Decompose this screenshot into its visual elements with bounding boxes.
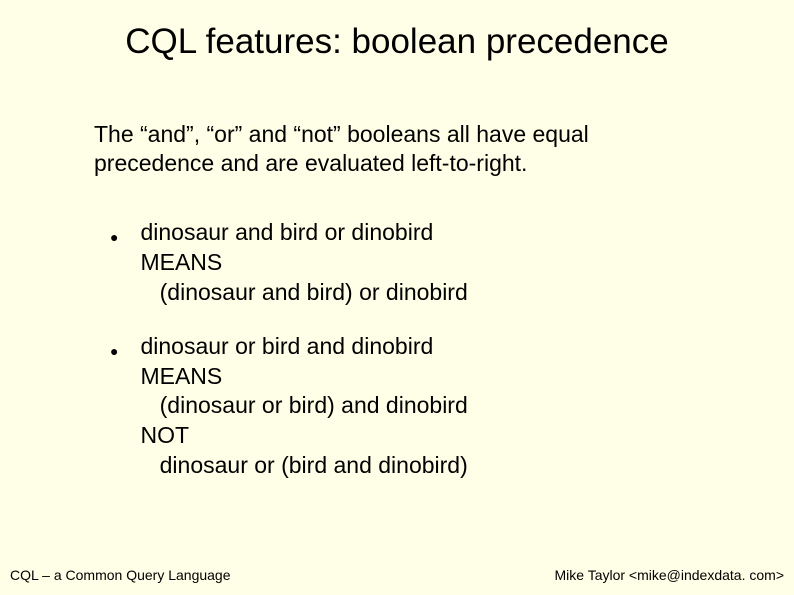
bullet-list: ● dinosaur and bird or dinobird MEANS (d… xyxy=(110,218,670,505)
list-item: ● dinosaur and bird or dinobird MEANS (d… xyxy=(110,218,670,308)
list-item: ● dinosaur or bird and dinobird MEANS (d… xyxy=(110,332,670,481)
slide-title: CQL features: boolean precedence xyxy=(0,22,794,62)
bullet-icon: ● xyxy=(110,228,118,246)
list-item-text: dinosaur and bird or dinobird MEANS (din… xyxy=(140,218,467,308)
list-item-text: dinosaur or bird and dinobird MEANS (din… xyxy=(140,332,467,481)
slide: CQL features: boolean precedence The “an… xyxy=(0,0,794,595)
intro-text: The “and”, “or” and “not” booleans all h… xyxy=(94,120,694,178)
bullet-icon: ● xyxy=(110,342,118,360)
footer-right: Mike Taylor <mike@indexdata. com> xyxy=(555,567,785,583)
footer-left: CQL – a Common Query Language xyxy=(10,567,231,583)
